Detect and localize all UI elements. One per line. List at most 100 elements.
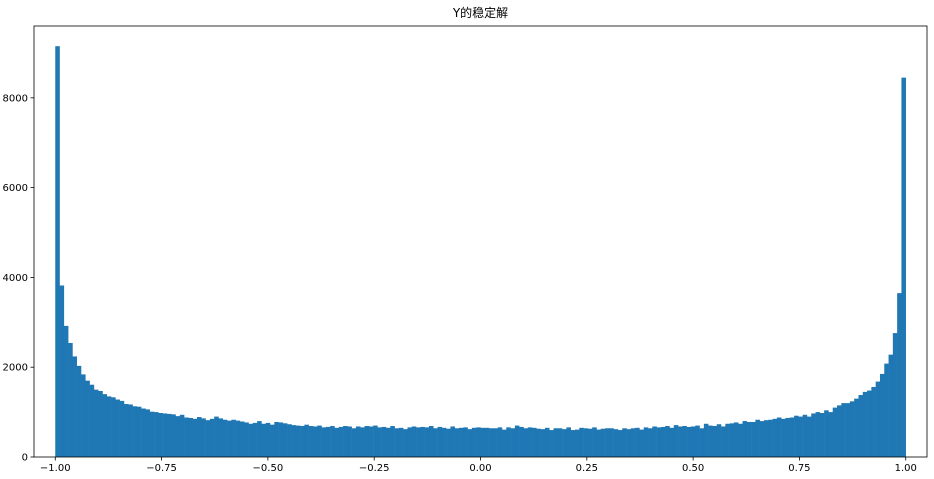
histogram-bar	[781, 418, 786, 457]
histogram-bar	[278, 422, 284, 457]
histogram-bar	[785, 417, 791, 457]
histogram-bar	[811, 413, 816, 457]
histogram-bar	[506, 427, 511, 457]
histogram-bar	[566, 427, 571, 457]
histogram-bar	[76, 365, 82, 457]
histogram-bar	[746, 421, 752, 457]
histogram-bar	[274, 421, 279, 457]
histogram-bar	[549, 430, 554, 457]
histogram-bar	[536, 428, 541, 457]
histogram-bar	[441, 427, 447, 457]
histogram-bar	[725, 423, 730, 457]
histogram-bar	[407, 427, 413, 457]
histogram-bar	[532, 427, 537, 457]
histogram-bar	[119, 400, 125, 457]
histogram-bar	[673, 425, 679, 457]
x-tick-label: −0.75	[146, 463, 177, 474]
histogram-bar	[617, 430, 623, 457]
histogram-bar	[291, 425, 297, 457]
histogram-bar	[85, 380, 90, 457]
histogram-bar	[527, 427, 533, 457]
histogram-bar	[394, 428, 400, 457]
histogram-bar	[695, 425, 700, 457]
histogram-bar	[626, 429, 632, 457]
histogram-bar	[424, 427, 430, 457]
histogram-bar	[252, 422, 258, 457]
histogram-bar	[227, 420, 232, 457]
histogram-bar	[519, 426, 524, 457]
x-tick-label: −0.50	[253, 463, 284, 474]
histogram-bar	[570, 430, 576, 457]
histogram-bar	[467, 429, 473, 457]
histogram-bar	[381, 426, 387, 457]
histogram-bar	[175, 416, 181, 457]
histogram-bar	[523, 428, 528, 457]
histogram-bar	[678, 426, 683, 457]
histogram-bar	[854, 398, 859, 457]
histogram-bar	[89, 384, 95, 457]
histogram-bar	[459, 427, 464, 457]
x-tick-label: 0.50	[682, 463, 704, 474]
histogram-bar	[712, 426, 717, 457]
histogram-bar	[128, 404, 133, 457]
histogram-bar	[154, 412, 159, 457]
histogram-bar	[665, 426, 670, 457]
histogram-bar	[493, 428, 498, 457]
histogram-bar	[454, 428, 460, 457]
histogram-bar	[776, 417, 782, 457]
histogram-bar	[501, 429, 507, 457]
histogram-bar	[759, 421, 765, 457]
histogram-bar	[300, 426, 305, 457]
histogram-bar	[463, 427, 468, 457]
histogram-bar	[450, 426, 455, 457]
histogram-bar	[287, 424, 292, 457]
histogram-bar	[398, 427, 404, 457]
histogram-bar	[295, 425, 301, 457]
histogram-bar	[648, 428, 653, 457]
chart-title: Y的稳定解	[452, 5, 508, 20]
histogram-bar	[188, 417, 193, 457]
histogram-bar	[721, 426, 726, 457]
histogram-bar	[729, 423, 735, 457]
histogram-bar	[686, 426, 692, 457]
histogram-bar	[257, 421, 262, 457]
histogram-bar	[841, 403, 846, 458]
histogram-bar	[386, 427, 391, 457]
histogram-bar	[557, 428, 563, 457]
histogram-bar	[635, 427, 640, 457]
histogram-bar	[102, 394, 108, 457]
histogram-bar	[583, 428, 589, 457]
histogram-bar	[244, 422, 249, 457]
histogram-bar	[828, 412, 833, 457]
histogram-bar	[703, 423, 709, 457]
histogram-bar	[794, 415, 799, 457]
histogram-bar	[179, 414, 185, 457]
histogram-bar	[231, 419, 236, 457]
histogram-bar	[832, 407, 838, 457]
histogram-bar	[897, 293, 902, 457]
histogram-bar	[630, 428, 636, 457]
x-tick-label: 0.25	[576, 463, 598, 474]
histogram-bar	[158, 413, 163, 457]
histogram-bar	[248, 423, 254, 457]
histogram-bar	[471, 427, 477, 457]
histogram-bar	[802, 414, 808, 457]
histogram-bar	[480, 427, 486, 457]
histogram-bar	[751, 421, 756, 457]
histogram-bar	[364, 426, 370, 457]
histogram-bar	[162, 413, 168, 457]
histogram-bar	[218, 418, 224, 457]
histogram-bar	[575, 429, 580, 457]
histogram-bar	[763, 420, 769, 457]
histogram-bar	[265, 422, 271, 457]
histogram-bar	[420, 426, 425, 457]
histogram-bar	[368, 426, 374, 457]
histogram-bar	[867, 390, 872, 457]
histogram-bar	[755, 419, 760, 457]
histogram-bar	[879, 373, 885, 457]
histogram-bar	[605, 428, 610, 457]
histogram-bar	[132, 406, 138, 457]
histogram-bar	[270, 424, 275, 457]
